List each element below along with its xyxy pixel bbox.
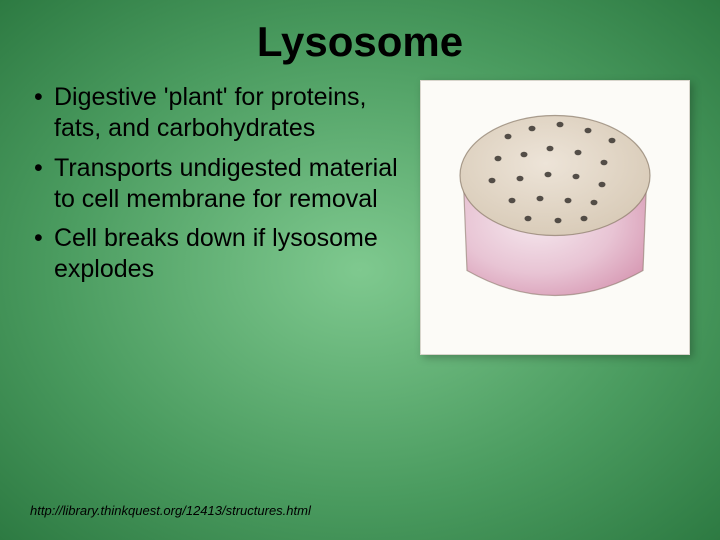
slide-content: Digestive 'plant' for proteins, fats, an… [0, 76, 720, 355]
bullet-item: Digestive 'plant' for proteins, fats, an… [30, 82, 408, 145]
bullet-list: Digestive 'plant' for proteins, fats, an… [30, 76, 408, 355]
slide-title: Lysosome [0, 0, 720, 76]
bullet-item: Cell breaks down if lysosome explodes [30, 223, 408, 286]
illustration-box [420, 80, 690, 355]
lysosome-icon [420, 80, 690, 355]
citation-text: http://library.thinkquest.org/12413/stru… [30, 503, 311, 518]
bullet-item: Transports undigested material to cell m… [30, 153, 408, 216]
